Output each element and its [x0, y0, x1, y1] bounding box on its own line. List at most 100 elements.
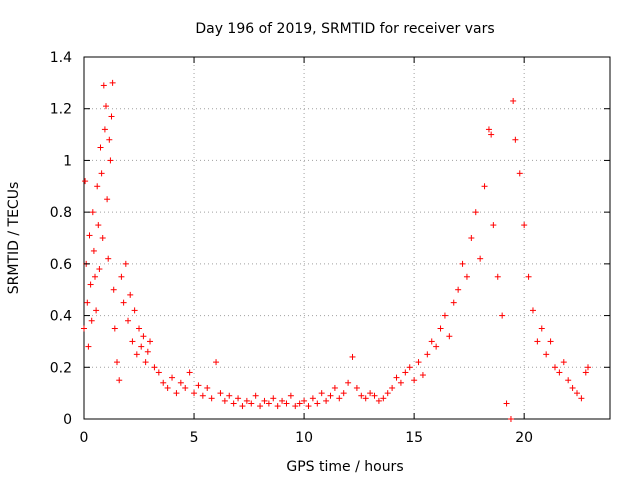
data-point [305, 403, 312, 410]
plot-frame [83, 56, 611, 420]
data-point [86, 232, 93, 239]
data-point [358, 392, 365, 399]
data-point [375, 397, 382, 404]
data-point [99, 235, 106, 241]
grid [84, 57, 610, 419]
data-point [142, 359, 149, 366]
data-point [494, 273, 501, 280]
x-tick-label: 5 [190, 430, 199, 446]
data-point [569, 384, 576, 391]
data-point [472, 209, 479, 216]
data-point [551, 364, 558, 371]
data-point [406, 364, 413, 371]
data-point [82, 178, 89, 185]
data-point [362, 395, 369, 402]
data-point [481, 183, 488, 190]
data-point [144, 348, 151, 355]
data-point [85, 343, 92, 350]
data-point [140, 333, 147, 340]
data-point [287, 392, 294, 399]
data-point [169, 374, 176, 381]
data-point [114, 359, 121, 366]
data-point [578, 395, 585, 402]
data-point [186, 369, 193, 376]
data-point [499, 312, 506, 319]
tick-labels: 0 5 10 15 20 0 0.2 0.4 0.6 0.8 1 1.2 1.4 [50, 50, 533, 446]
data-point [111, 325, 118, 332]
x-tick-label: 20 [515, 430, 533, 446]
data-point [529, 307, 536, 314]
y-tick-label: 0.4 [50, 309, 72, 325]
y-tick-label: 1 [63, 153, 72, 169]
data-point [349, 353, 356, 360]
data-point [560, 359, 567, 366]
data-point [538, 325, 545, 332]
data-point [485, 126, 492, 133]
data-point [411, 377, 418, 384]
data-point [279, 397, 286, 404]
chart-title: Day 196 of 2019, SRMTID for receiver var… [195, 21, 494, 37]
data-point [195, 382, 202, 389]
data-point [97, 144, 104, 151]
data-point [199, 392, 206, 399]
x-tick-label: 0 [80, 430, 89, 446]
data-point [582, 369, 589, 376]
data-point [314, 400, 321, 407]
data-point [450, 299, 457, 306]
data-point [433, 343, 440, 350]
data-point [397, 379, 404, 386]
data-point [380, 395, 387, 402]
data-point [265, 400, 272, 407]
data-point [503, 400, 510, 407]
data-point [353, 384, 360, 391]
data-point [459, 260, 466, 267]
data-point [92, 273, 99, 280]
data-point [239, 403, 246, 410]
data-point [340, 390, 347, 397]
y-tick-label: 0.6 [50, 257, 72, 273]
y-tick-label: 1.4 [50, 50, 72, 66]
data-point [93, 307, 100, 314]
data-point [402, 369, 409, 376]
data-point [261, 397, 268, 404]
data-point [428, 338, 435, 345]
data-point [393, 374, 400, 381]
data-point [318, 390, 325, 397]
data-point [110, 286, 117, 293]
data-point [104, 196, 111, 203]
data-point [120, 299, 127, 306]
data-point [107, 157, 114, 164]
data-point [81, 325, 87, 332]
x-tick-label: 15 [405, 430, 423, 446]
data-point [88, 317, 95, 324]
data-point [556, 369, 563, 376]
y-tick-label: 1.2 [50, 102, 72, 118]
data-point [296, 400, 303, 407]
data-point [292, 403, 299, 410]
data-point [336, 395, 343, 402]
data-point [510, 97, 517, 104]
data-point [136, 325, 143, 332]
data-point [507, 416, 514, 422]
data-points [81, 79, 591, 422]
data-point [584, 364, 591, 371]
data-point [543, 351, 550, 358]
data-point [125, 317, 132, 324]
data-point [105, 255, 112, 262]
data-point [446, 333, 453, 340]
data-point [100, 82, 107, 89]
data-point [147, 338, 154, 345]
data-point [323, 397, 330, 404]
data-point [213, 359, 220, 366]
data-point [122, 260, 129, 267]
data-point [109, 79, 116, 86]
data-point [534, 338, 541, 345]
data-point [129, 338, 136, 345]
data-point [118, 273, 125, 280]
data-point [419, 372, 426, 379]
y-tick-label: 0 [63, 412, 72, 428]
data-point [131, 307, 138, 314]
data-point [327, 392, 334, 399]
